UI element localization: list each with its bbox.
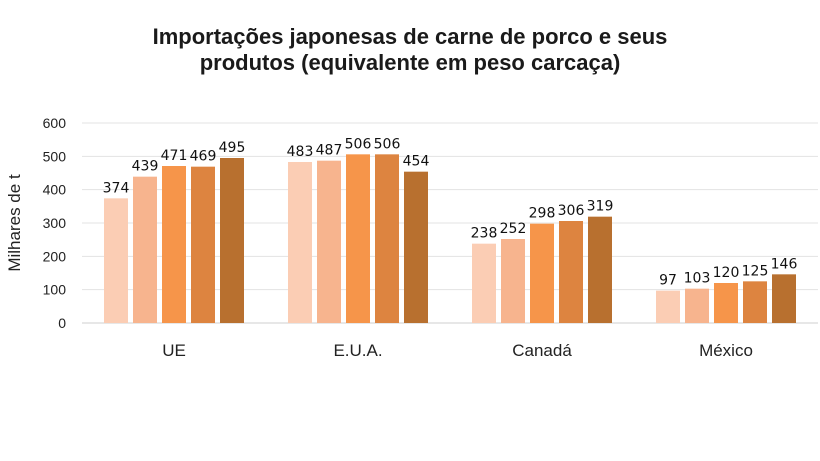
bar: [501, 239, 525, 323]
bar: [588, 216, 612, 323]
bar: [772, 274, 796, 323]
y-tick-label: 400: [43, 182, 67, 198]
bar-value-label: 487: [316, 143, 343, 159]
bar-value-label: 97: [659, 273, 677, 289]
bar: [375, 154, 399, 323]
bar: [104, 198, 128, 323]
bar-value-label: 306: [558, 203, 585, 219]
y-axis-title: Milhares de t: [5, 174, 24, 272]
x-category-label: Canadá: [512, 341, 572, 360]
bar-value-label: 319: [587, 199, 614, 215]
bar: [472, 243, 496, 323]
bar-value-label: 506: [345, 136, 372, 152]
bar: [714, 283, 738, 323]
x-category-label: E.U.A.: [333, 341, 382, 360]
y-tick-label: 100: [43, 282, 67, 298]
chart-title-line-2: produtos (equivalente em peso carcaça): [199, 50, 621, 75]
bar: [530, 223, 554, 323]
y-tick-label: 200: [43, 248, 67, 264]
bar: [133, 176, 157, 323]
bar: [191, 166, 215, 323]
bar: [346, 154, 370, 323]
bar-value-label: 298: [529, 206, 556, 222]
bar-value-label: 374: [103, 180, 130, 196]
bar-value-label: 125: [742, 263, 769, 279]
bar-value-label: 252: [500, 221, 527, 237]
y-tick-label: 600: [43, 115, 67, 131]
bar-value-label: 120: [713, 265, 740, 281]
chart-title-line-1: Importações japonesas de carne de porco …: [152, 24, 668, 49]
x-category-label: UE: [162, 341, 186, 360]
x-axis-categories: UE E.U.A. Canadá México: [162, 341, 753, 360]
bar: [220, 158, 244, 323]
bar-value-label: 483: [287, 144, 314, 160]
bars: [104, 154, 796, 323]
bar-value-label: 454: [403, 154, 430, 170]
chart-title: Importações japonesas de carne de porco …: [0, 24, 820, 76]
bar: [559, 221, 583, 323]
bar: [162, 166, 186, 323]
y-tick-label: 0: [58, 315, 66, 331]
bar: [743, 281, 767, 323]
y-tick-label: 500: [43, 148, 67, 164]
bar: [685, 288, 709, 323]
y-tick-label: 300: [43, 215, 67, 231]
bar-value-label: 103: [684, 271, 711, 287]
y-axis-ticks: 0 100 200 300 400 500 600: [43, 115, 67, 331]
bar: [317, 160, 341, 323]
bar: [404, 171, 428, 323]
bar: [656, 290, 680, 323]
bar: [288, 162, 312, 323]
x-category-label: México: [699, 341, 753, 360]
bar-value-label: 495: [219, 140, 246, 156]
bar-value-label: 471: [161, 148, 188, 164]
bar-value-label: 439: [132, 159, 159, 175]
bar-value-label: 238: [471, 226, 498, 242]
bar-value-label: 506: [374, 136, 401, 152]
bar-value-label: 469: [190, 149, 217, 165]
bar-value-label: 146: [771, 256, 798, 272]
